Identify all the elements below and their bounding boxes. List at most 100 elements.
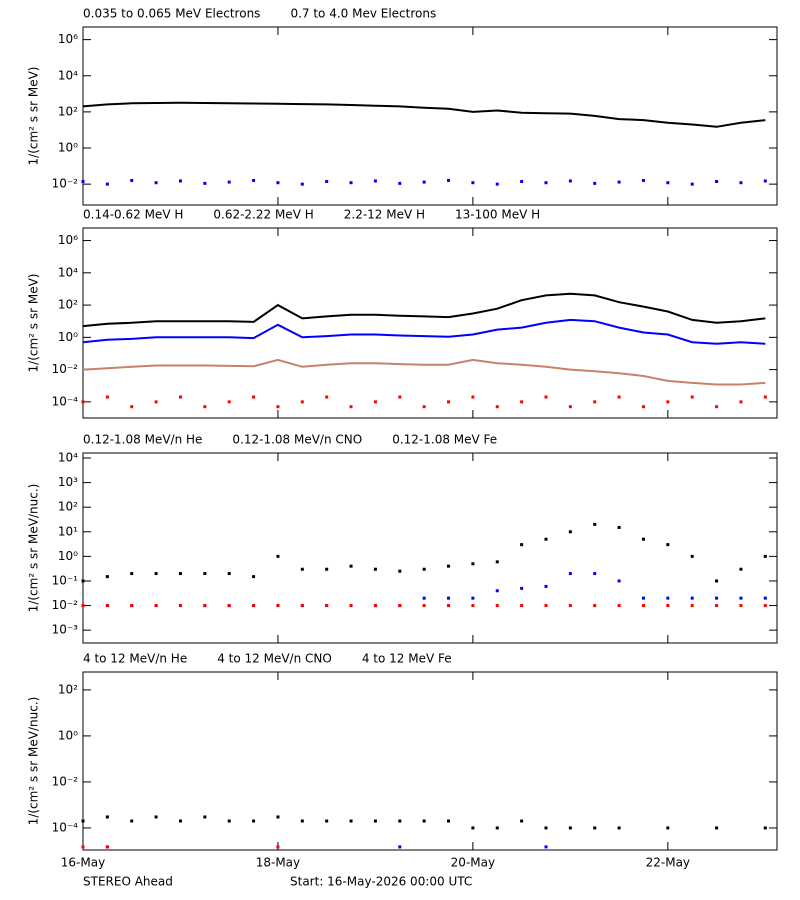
data-dot <box>641 604 645 608</box>
data-dot <box>763 554 767 558</box>
data-dot <box>300 604 304 608</box>
data-dot <box>422 180 426 184</box>
data-dot <box>568 179 572 183</box>
legend-entry: 0.12-1.08 MeV/n CNO <box>232 433 362 447</box>
data-dot <box>276 604 280 608</box>
data-dot <box>666 826 670 830</box>
data-dot <box>203 572 207 576</box>
data-dot <box>105 815 109 819</box>
y-tick-label: 10² <box>58 682 78 696</box>
data-dot <box>593 604 597 608</box>
x-tick-label: 16-May <box>61 856 105 870</box>
footer-center: Start: 16-May-2026 00:00 UTC <box>290 875 472 889</box>
data-dot <box>617 525 621 529</box>
data-dot <box>617 180 621 184</box>
data-dot <box>422 819 426 823</box>
data-dot <box>422 596 426 600</box>
data-dot <box>325 567 329 571</box>
y-tick-label: 10⁻² <box>52 177 79 191</box>
data-dot <box>227 400 231 404</box>
data-dot <box>252 604 256 608</box>
data-dot <box>763 395 767 399</box>
data-dot <box>471 395 475 399</box>
data-dot <box>447 819 451 823</box>
data-dot <box>130 819 134 823</box>
data-dot <box>81 579 85 583</box>
data-dot <box>739 181 743 185</box>
data-dot <box>666 604 670 608</box>
data-dot <box>398 819 402 823</box>
y-tick-label: 10⁴ <box>58 265 78 279</box>
data-dot <box>666 181 670 185</box>
data-dot <box>227 819 231 823</box>
data-dot <box>422 405 426 409</box>
legend-entry: 0.035 to 0.065 MeV Electrons <box>83 7 260 21</box>
y-axis-label: 1/(cm² s sr MeV) <box>27 67 41 166</box>
y-tick-label: 10⁻² <box>52 362 79 376</box>
data-dot <box>739 604 743 608</box>
data-dot <box>81 845 85 849</box>
data-dot <box>154 815 158 819</box>
data-dot <box>568 530 572 534</box>
data-dot <box>666 543 670 547</box>
y-tick-label: 10⁴ <box>58 68 78 82</box>
data-dot <box>105 182 109 186</box>
data-dot <box>178 572 182 576</box>
data-dot <box>690 596 694 600</box>
data-dot <box>447 564 451 568</box>
data-dot <box>300 400 304 404</box>
plot-frame <box>82 452 778 644</box>
data-dot <box>641 537 645 541</box>
data-dot <box>715 604 719 608</box>
legend-entry: 0.7 to 4.0 Mev Electrons <box>290 7 436 21</box>
data-dot <box>276 181 280 185</box>
data-dot <box>398 181 402 185</box>
data-dot <box>593 826 597 830</box>
data-dot <box>568 572 572 576</box>
data-dot <box>495 405 499 409</box>
data-dot <box>81 819 85 823</box>
data-dot <box>422 567 426 571</box>
data-dot <box>105 395 109 399</box>
data-dot <box>178 179 182 183</box>
data-dot <box>349 604 353 608</box>
data-dot <box>252 819 256 823</box>
data-dot <box>154 604 158 608</box>
data-dot <box>763 826 767 830</box>
data-dot <box>471 181 475 185</box>
data-dot <box>325 819 329 823</box>
data-dot <box>763 604 767 608</box>
y-axis-label: 1/(cm² s sr MeV) <box>27 274 41 373</box>
data-dot <box>130 604 134 608</box>
data-dot <box>447 178 451 182</box>
data-dot <box>617 579 621 583</box>
data-dot <box>373 179 377 183</box>
data-dot <box>252 575 256 579</box>
data-dot <box>447 400 451 404</box>
data-dot <box>81 179 85 183</box>
y-tick-label: 10² <box>58 298 78 312</box>
x-tick-label: 20-May <box>451 856 495 870</box>
data-dot <box>154 181 158 185</box>
plot-frame <box>82 671 778 851</box>
x-tick-label: 18-May <box>256 856 300 870</box>
y-tick-label: 10⁴ <box>58 451 78 465</box>
data-dot <box>495 182 499 186</box>
data-dot <box>203 815 207 819</box>
data-dot <box>227 604 231 608</box>
legend-entry: 0.12-1.08 MeV Fe <box>392 433 497 447</box>
data-dot <box>520 543 524 547</box>
data-dot <box>520 586 524 590</box>
legend-entry: 0.14-0.62 MeV H <box>83 208 183 222</box>
data-dot <box>690 604 694 608</box>
data-dot <box>520 819 524 823</box>
data-dot <box>617 826 621 830</box>
data-dot <box>690 182 694 186</box>
data-dot <box>276 554 280 558</box>
data-dot <box>325 604 329 608</box>
data-dot <box>203 405 207 409</box>
data-dot <box>154 400 158 404</box>
data-dot <box>617 395 621 399</box>
data-dot <box>227 180 231 184</box>
data-dot <box>568 604 572 608</box>
